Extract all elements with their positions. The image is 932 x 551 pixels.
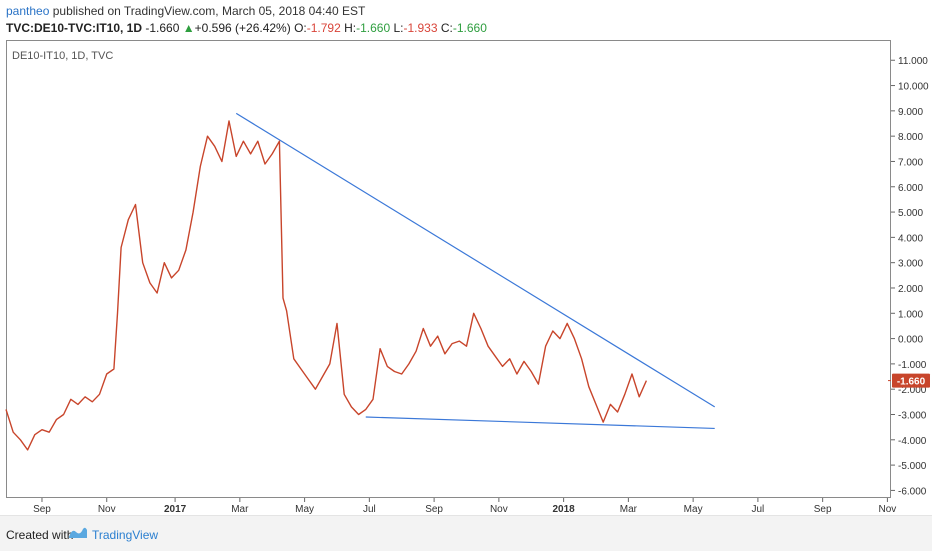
author-link[interactable]: pantheo <box>6 4 50 18</box>
x-tick-label: 2017 <box>164 504 187 515</box>
x-tick-label: Jul <box>751 504 764 515</box>
trend-lines[interactable] <box>235 112 716 430</box>
close-label: C: <box>440 21 453 35</box>
y-tick-label: 3.000 <box>898 259 923 270</box>
y-tick-label: 10.000 <box>898 82 929 93</box>
tradingview-logo-icon <box>69 527 87 538</box>
y-tick-label: 4.000 <box>898 233 923 244</box>
y-tick-label: 2.000 <box>898 284 923 295</box>
chart-legend-label: DE10-IT10, 1D, TVC <box>12 50 114 62</box>
price-series <box>5 120 648 451</box>
low-label: L: <box>393 21 404 35</box>
x-tick-label: Sep <box>425 504 443 515</box>
y-tick-label: -4.000 <box>898 436 927 447</box>
price-axis[interactable]: 11.000 10.000 9.000 8.000 7.000 6.000 5.000 4.0… <box>891 56 929 497</box>
x-tick-label: Mar <box>620 504 638 515</box>
x-tick-label: Nov <box>490 504 508 515</box>
y-tick-label: -1.000 <box>898 360 927 371</box>
price-chart[interactable]: 11.000 10.000 9.000 8.000 7.000 6.000 5.000 4.0… <box>0 0 932 515</box>
y-tick-label: -3.000 <box>898 410 927 421</box>
x-tick-label: Sep <box>814 504 832 515</box>
y-tick-label: 11.000 <box>898 56 928 67</box>
y-tick-label: 6.000 <box>898 183 923 194</box>
x-tick-label: Jul <box>363 504 376 515</box>
open-value: -1.792 <box>306 21 341 35</box>
last-price-badge-text: -1.660 <box>897 377 926 388</box>
x-tick-label: Nov <box>98 504 116 515</box>
last-price-badge-group: -1.660 <box>888 373 930 388</box>
chart-pane[interactable] <box>6 40 891 498</box>
trend-line[interactable] <box>365 416 715 430</box>
price-line <box>5 120 648 451</box>
x-tick-label: Mar <box>231 504 249 515</box>
y-tick-label: -2.000 <box>898 385 927 396</box>
high-value: -1.660 <box>356 21 391 35</box>
tradingview-brand[interactable]: TradingView <box>92 528 159 542</box>
close-value: -1.660 <box>452 21 487 35</box>
symbol-label: TVC:DE10-TVC:IT10, 1D <box>6 21 143 35</box>
y-tick-label: -6.000 <box>898 486 927 497</box>
y-tick-label: 5.000 <box>898 208 923 219</box>
published-text: published on TradingView.com, March 05, … <box>52 4 366 18</box>
trend-line[interactable] <box>235 112 716 408</box>
low-value: -1.933 <box>403 21 438 35</box>
x-tick-label: Nov <box>879 504 897 515</box>
high-label: H: <box>344 21 357 35</box>
footer-bar: Created with TradingView <box>0 515 932 551</box>
x-tick-label: May <box>295 504 314 515</box>
y-tick-label: -5.000 <box>898 461 927 472</box>
last-price-badge <box>892 373 930 388</box>
y-tick-label: 7.000 <box>898 157 923 168</box>
time-axis[interactable]: Sep Nov 2017 Mar May Jul Sep Nov 2018 Mar May Jul Se… <box>33 498 896 515</box>
publication-info: pantheo published on TradingView.com, Ma… <box>6 4 365 18</box>
y-tick-label: 9.000 <box>898 107 923 118</box>
x-tick-label: 2018 <box>552 504 575 515</box>
y-tick-label: 1.000 <box>898 309 923 320</box>
y-tick-label: 0.000 <box>898 335 923 346</box>
x-tick-label: May <box>684 504 703 515</box>
symbol-ohlc-bar: TVC:DE10-TVC:IT10, 1D -1.660 ▲+0.596 (+2… <box>6 21 487 35</box>
change-value: +0.596 (+26.42%) <box>194 21 291 35</box>
created-with-text: Created with <box>6 528 74 542</box>
up-arrow-icon: ▲ <box>182 21 195 35</box>
open-label: O: <box>294 21 307 35</box>
y-tick-label: 8.000 <box>898 132 923 143</box>
x-tick-label: Sep <box>33 504 51 515</box>
last-value: -1.660 <box>145 21 180 35</box>
